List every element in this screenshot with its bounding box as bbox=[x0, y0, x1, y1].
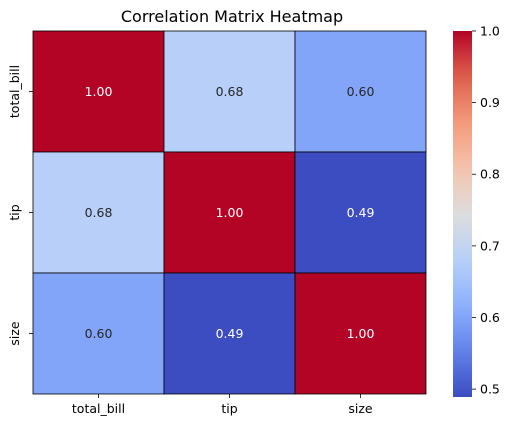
x-tick-label: size bbox=[348, 401, 373, 416]
y-tick-label: size bbox=[7, 321, 22, 346]
x-axis: total_bill tip size bbox=[72, 394, 373, 416]
heatmap-cell bbox=[32, 30, 165, 153]
cell-value-label: 0.60 bbox=[85, 326, 113, 341]
colorbar-tick-label: 1.0 bbox=[480, 24, 500, 39]
x-tick-label: tip bbox=[221, 401, 237, 416]
cell-value-label: 0.60 bbox=[347, 84, 375, 99]
cell-value-label: 1.00 bbox=[216, 205, 244, 220]
heatmap-cell bbox=[32, 151, 165, 274]
cell-value-label: 0.49 bbox=[347, 205, 375, 220]
cell-value-label: 1.00 bbox=[347, 326, 375, 341]
heatmap-cell bbox=[163, 151, 296, 274]
heatmap-cell bbox=[32, 272, 165, 395]
heatmap-cell bbox=[294, 151, 427, 274]
colorbar-gradient bbox=[453, 31, 472, 397]
colorbar: 0.5 0.6 0.7 0.8 0.9 1.0 bbox=[453, 24, 500, 397]
colorbar-tick-label: 0.7 bbox=[480, 238, 500, 253]
cell-value-label: 0.68 bbox=[216, 84, 244, 99]
heatmap-cells: 1.00 0.68 0.60 0.68 1.00 0.49 0.60 0.49 1.00 bbox=[32, 30, 427, 395]
chart-title: Correlation Matrix Heatmap bbox=[121, 7, 343, 26]
y-tick-label: total_bill bbox=[7, 65, 22, 118]
heatmap-cell bbox=[294, 30, 427, 153]
cell-value-label: 0.49 bbox=[216, 326, 244, 341]
colorbar-tick-label: 0.6 bbox=[480, 310, 500, 325]
colorbar-tick-label: 0.5 bbox=[480, 382, 500, 397]
y-tick-label: tip bbox=[7, 204, 22, 220]
colorbar-tick-label: 0.8 bbox=[480, 167, 500, 182]
cell-value-label: 1.00 bbox=[85, 84, 113, 99]
cell-value-label: 0.68 bbox=[85, 205, 113, 220]
heatmap-cell bbox=[163, 30, 296, 153]
x-tick-label: total_bill bbox=[72, 401, 125, 416]
heatmap-cell bbox=[163, 272, 296, 395]
colorbar-tick-label: 0.9 bbox=[480, 95, 500, 110]
